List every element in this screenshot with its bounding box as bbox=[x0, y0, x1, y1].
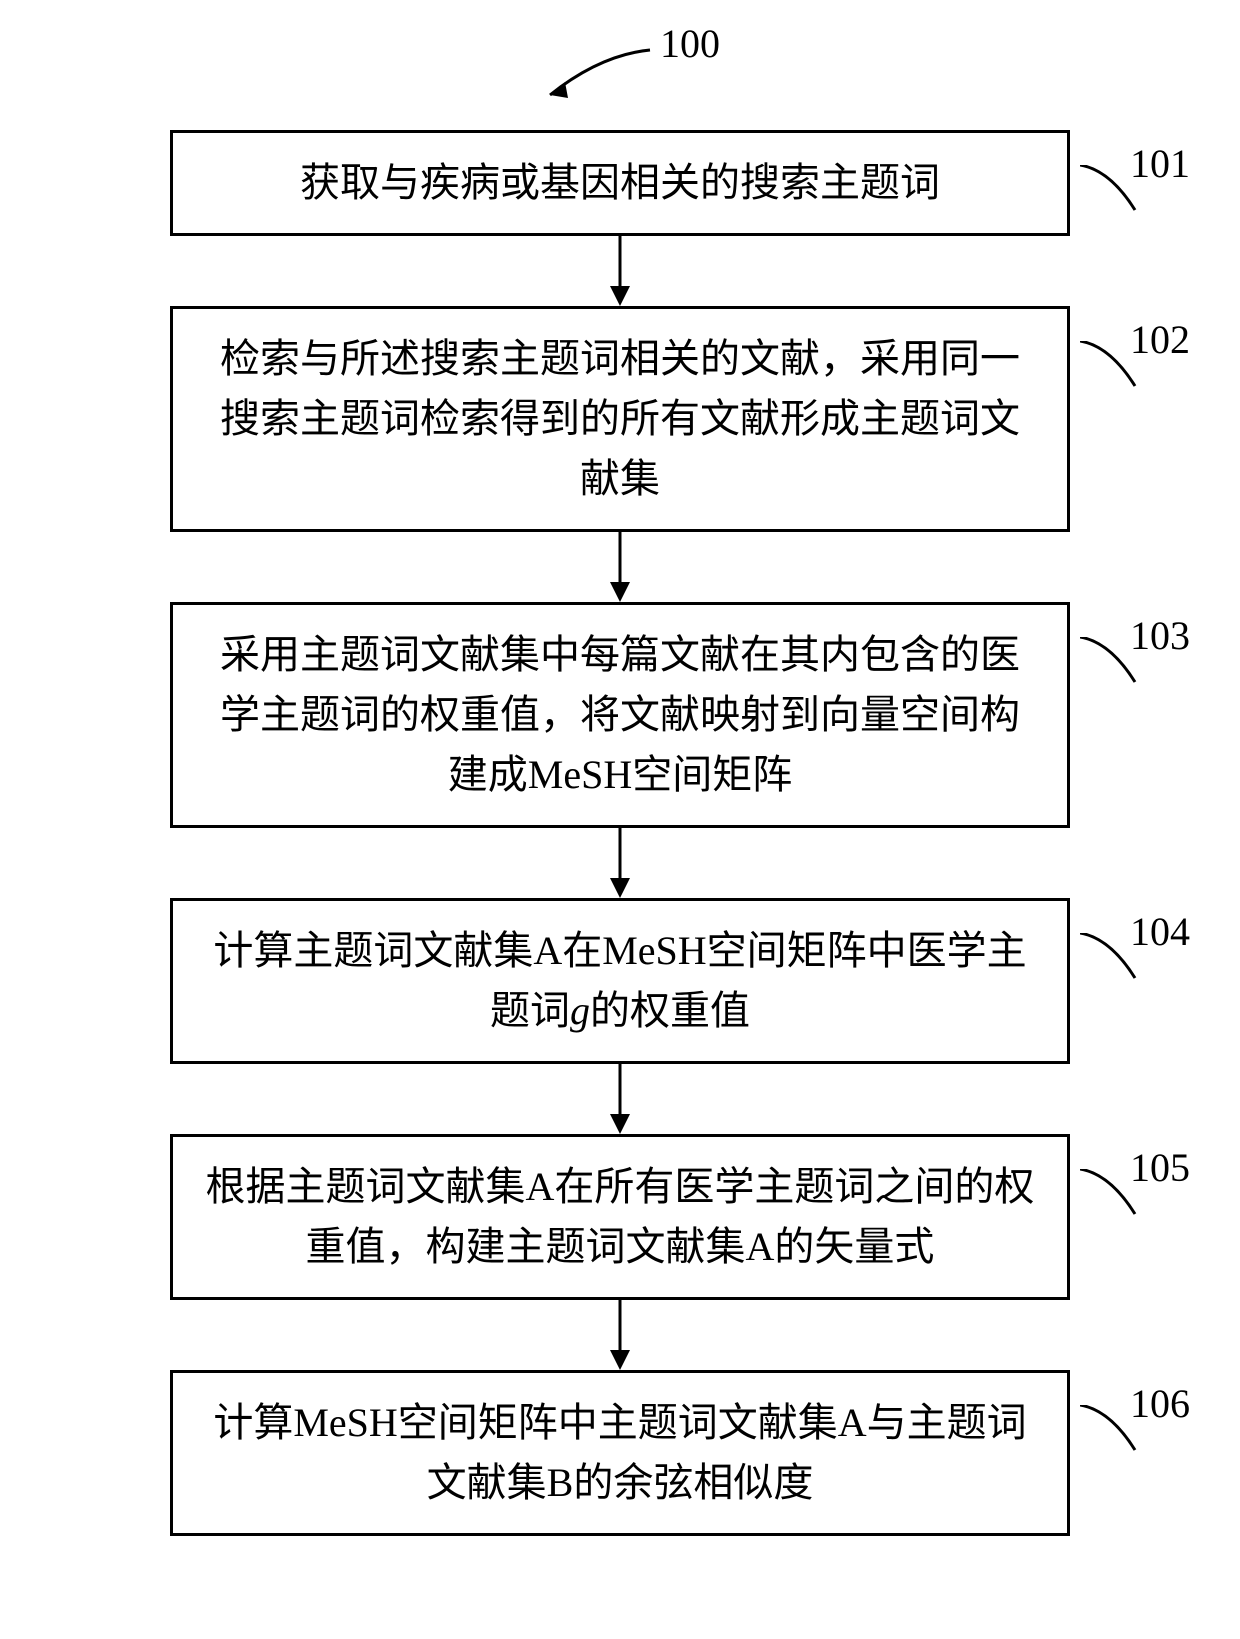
step-text: 计算主题词文献集A在MeSH空间矩阵中医学主题词g的权重值 bbox=[203, 921, 1037, 1041]
step-label: 105 bbox=[1130, 1144, 1190, 1191]
step-103: 103 采用主题词文献集中每篇文献在其内包含的医学主题词的权重值，将文献映射到向… bbox=[170, 602, 1070, 828]
step-102: 102 检索与所述搜索主题词相关的文献，采用同一搜索主题词检索得到的所有文献形成… bbox=[170, 306, 1070, 532]
step-text: 获取与疾病或基因相关的搜索主题词 bbox=[300, 153, 940, 213]
flowchart-title-ref: 100 bbox=[660, 20, 720, 67]
arrow-down-icon bbox=[170, 236, 1070, 306]
step-box: 计算主题词文献集A在MeSH空间矩阵中医学主题词g的权重值 bbox=[170, 898, 1070, 1064]
step-box: 采用主题词文献集中每篇文献在其内包含的医学主题词的权重值，将文献映射到向量空间构… bbox=[170, 602, 1070, 828]
step-text: 计算MeSH空间矩阵中主题词文献集A与主题词文献集B的余弦相似度 bbox=[203, 1393, 1037, 1513]
step-106: 106 计算MeSH空间矩阵中主题词文献集A与主题词文献集B的余弦相似度 bbox=[170, 1370, 1070, 1536]
step-label: 101 bbox=[1130, 140, 1190, 187]
arrow-down-icon bbox=[170, 1064, 1070, 1134]
step-text: 采用主题词文献集中每篇文献在其内包含的医学主题词的权重值，将文献映射到向量空间构… bbox=[203, 625, 1037, 805]
step-box: 根据主题词文献集A在所有医学主题词之间的权重值，构建主题词文献集A的矢量式 bbox=[170, 1134, 1070, 1300]
step-104: 104 计算主题词文献集A在MeSH空间矩阵中医学主题词g的权重值 bbox=[170, 898, 1070, 1064]
step-label: 106 bbox=[1130, 1380, 1190, 1427]
step-label: 102 bbox=[1130, 316, 1190, 363]
step-box: 检索与所述搜索主题词相关的文献，采用同一搜索主题词检索得到的所有文献形成主题词文… bbox=[170, 306, 1070, 532]
step-box: 获取与疾病或基因相关的搜索主题词 bbox=[170, 130, 1070, 236]
step-label: 103 bbox=[1130, 612, 1190, 659]
step-box: 计算MeSH空间矩阵中主题词文献集A与主题词文献集B的余弦相似度 bbox=[170, 1370, 1070, 1536]
step-label: 104 bbox=[1130, 908, 1190, 955]
flowchart-steps: 101 获取与疾病或基因相关的搜索主题词 102 检索与所述搜索主题词相关的文献… bbox=[170, 130, 1070, 1536]
curved-arrow-icon bbox=[520, 40, 660, 120]
step-text: 检索与所述搜索主题词相关的文献，采用同一搜索主题词检索得到的所有文献形成主题词文… bbox=[203, 329, 1037, 509]
arrow-down-icon bbox=[170, 828, 1070, 898]
step-101: 101 获取与疾病或基因相关的搜索主题词 bbox=[170, 130, 1070, 236]
step-text: 根据主题词文献集A在所有医学主题词之间的权重值，构建主题词文献集A的矢量式 bbox=[203, 1157, 1037, 1277]
step-105: 105 根据主题词文献集A在所有医学主题词之间的权重值，构建主题词文献集A的矢量… bbox=[170, 1134, 1070, 1300]
arrow-down-icon bbox=[170, 1300, 1070, 1370]
arrow-down-icon bbox=[170, 532, 1070, 602]
